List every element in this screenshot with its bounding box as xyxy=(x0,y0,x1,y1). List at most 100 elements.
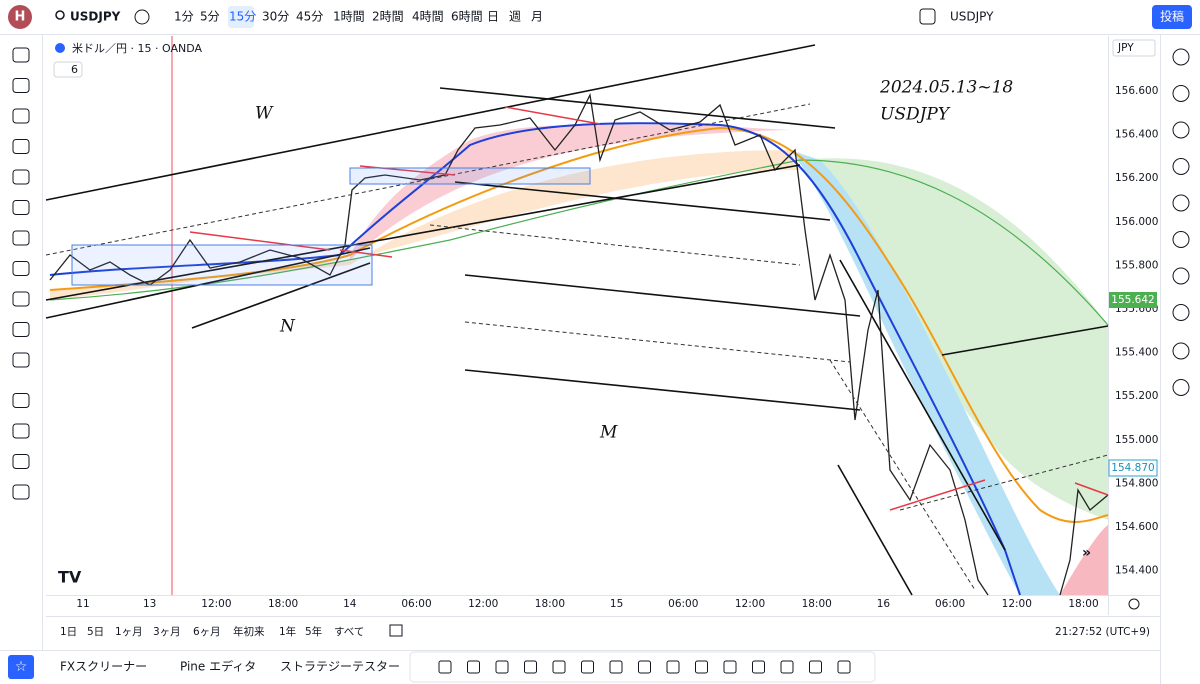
interval[interactable]: 2時間 xyxy=(372,10,404,24)
sidebar-icon[interactable] xyxy=(1172,342,1190,360)
drawing-tool[interactable] xyxy=(438,660,452,674)
sidebar-icon[interactable] xyxy=(1172,379,1190,396)
sidebar-icon[interactable] xyxy=(1172,304,1190,321)
clock: 21:27:52 (UTC+9) xyxy=(1055,626,1150,638)
bottom-tabs: FXスクリーナー Pine エディタ ストラテジーテスター xyxy=(60,659,400,674)
cloud xyxy=(790,150,1060,595)
bottom-tab[interactable]: ストラテジーテスター xyxy=(280,660,400,674)
range-button[interactable]: 6ヶ月 xyxy=(193,626,221,638)
drawing-tool[interactable] xyxy=(780,660,794,674)
drawing-tool[interactable] xyxy=(695,660,708,674)
time-label: 06:00 xyxy=(935,598,965,610)
interval[interactable]: 週 xyxy=(509,10,521,24)
add-symbol[interactable] xyxy=(134,9,150,25)
price-label: 155.400 xyxy=(1115,347,1158,359)
tool-icon[interactable] xyxy=(12,484,30,500)
price xyxy=(1059,488,1109,596)
interval[interactable]: 1時間 xyxy=(333,10,365,24)
drawing-tool[interactable] xyxy=(723,660,737,674)
bottom-tab[interactable]: Pine エディタ xyxy=(180,659,256,674)
tool-icon[interactable] xyxy=(12,169,30,185)
annotation-date: 2024.05.13~18 xyxy=(879,78,1013,98)
time-label: 15 xyxy=(610,598,623,610)
tool-icon[interactable] xyxy=(12,78,30,93)
interval[interactable]: 日 xyxy=(487,10,499,24)
interval[interactable]: 15分 xyxy=(229,10,256,24)
calendar-icon[interactable] xyxy=(389,624,403,637)
tool-icon[interactable] xyxy=(12,200,30,215)
tool-icon[interactable] xyxy=(12,423,30,439)
price-label: 155.800 xyxy=(1115,259,1158,271)
dashed-lines xyxy=(45,103,1109,591)
sidebar-icon[interactable] xyxy=(1172,267,1190,285)
publish-button[interactable] xyxy=(1152,5,1192,29)
price-label: 154.600 xyxy=(1115,521,1158,533)
scroll-button[interactable]: » xyxy=(1082,545,1091,561)
interval[interactable]: 45分 xyxy=(296,10,323,24)
search-icon[interactable] xyxy=(55,10,65,20)
range-button[interactable]: 3ヶ月 xyxy=(153,626,181,638)
symbol[interactable]: USDJPY xyxy=(70,10,121,24)
sidebar-icon[interactable] xyxy=(1172,194,1190,212)
tool-icon[interactable] xyxy=(12,261,30,276)
tool-icon[interactable] xyxy=(12,322,30,337)
range-button[interactable]: 5年 xyxy=(305,625,322,638)
tool-icon[interactable] xyxy=(12,393,30,408)
interval[interactable]: 1分 xyxy=(174,10,194,24)
range-button[interactable]: 1日 xyxy=(60,626,77,638)
tool-icon[interactable] xyxy=(12,291,30,307)
cloud xyxy=(50,150,800,300)
drawing-tool[interactable] xyxy=(552,660,566,674)
drawing-tool[interactable] xyxy=(666,660,680,674)
drawing-tool[interactable] xyxy=(609,660,623,674)
settings-icon[interactable] xyxy=(1128,598,1140,610)
price-axis: 156.600156.400156.200156.000155.800155.6… xyxy=(1115,85,1158,577)
sidebar-icon[interactable] xyxy=(1172,121,1190,139)
checkbox[interactable] xyxy=(919,8,936,25)
ema-fast xyxy=(49,122,1021,596)
tool-icon[interactable] xyxy=(12,230,30,246)
range-button[interactable]: 5日 xyxy=(87,626,104,638)
price-label: 156.200 xyxy=(1115,172,1158,184)
drawing-tool[interactable] xyxy=(495,660,509,674)
drawing-tool[interactable] xyxy=(467,660,480,674)
currency-box[interactable] xyxy=(1112,39,1156,57)
legend: 米ドル／円 · 15 · OANDA xyxy=(72,42,202,55)
drawing-tool[interactable] xyxy=(638,660,651,674)
drawing-tool[interactable] xyxy=(809,660,822,674)
indicator-toggle[interactable] xyxy=(53,61,83,78)
flag-icon xyxy=(55,43,65,53)
indicator-count: 6 xyxy=(71,63,78,76)
sidebar-icon[interactable] xyxy=(1172,231,1190,248)
drawing-tool[interactable] xyxy=(837,660,851,674)
avatar[interactable] xyxy=(8,5,32,29)
watch-symbol[interactable]: USDJPY xyxy=(950,10,994,24)
range-button[interactable]: 年初来 xyxy=(233,625,265,638)
tool-icon[interactable] xyxy=(12,108,30,124)
interval[interactable]: 6時間 xyxy=(451,10,483,24)
range-button[interactable]: 1年 xyxy=(279,625,296,638)
bottom-tab[interactable]: FXスクリーナー xyxy=(60,660,147,674)
tool-icon[interactable] xyxy=(12,352,30,368)
avatar-letter: H xyxy=(15,10,26,25)
interval[interactable]: 月 xyxy=(531,10,543,24)
drawing-tool[interactable] xyxy=(581,660,594,674)
sidebar-icon[interactable] xyxy=(1172,48,1190,66)
interval[interactable]: 30分 xyxy=(262,10,289,24)
chart-area: 2024.05.13~18 USDJPY W N M TV 米ドル／円 · 15… xyxy=(45,36,1109,596)
time-label: 16 xyxy=(877,598,891,610)
drawing-tool[interactable] xyxy=(752,660,765,674)
range-button[interactable]: すべて xyxy=(334,626,364,638)
interval[interactable]: 5分 xyxy=(200,10,220,24)
tool-icon[interactable] xyxy=(12,47,30,63)
tool-icon[interactable] xyxy=(12,454,30,469)
star: ☆ xyxy=(15,659,28,675)
tool-icon[interactable] xyxy=(12,139,30,154)
sidebar-icon[interactable] xyxy=(1172,158,1190,175)
range-button[interactable]: 1ヶ月 xyxy=(115,626,143,638)
drawing-tool[interactable] xyxy=(524,660,537,674)
interval[interactable]: 4時間 xyxy=(412,10,444,24)
star-button[interactable] xyxy=(8,655,34,679)
sidebar-icon[interactable] xyxy=(1172,85,1190,102)
